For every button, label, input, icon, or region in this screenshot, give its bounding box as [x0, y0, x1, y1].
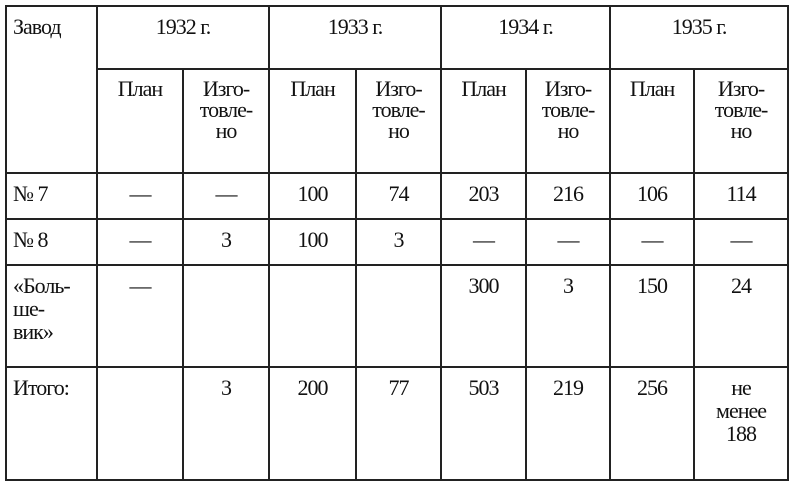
header-manufactured: Изго-товле-но [693, 68, 790, 174]
table-cell: 219 [525, 366, 612, 481]
table-cell: 3 [525, 264, 612, 368]
table-cell: — [96, 218, 184, 266]
table-cell: — [693, 218, 790, 266]
table-cell: 503 [440, 366, 528, 481]
header-year: 1932 г. [95, 5, 271, 70]
header-plan: План [96, 68, 184, 174]
header-plan: План [609, 68, 696, 174]
table-cell [355, 264, 443, 368]
table-row: «Боль-ше-вик» — 300 3 150 24 [5, 264, 790, 368]
table-cell: 114 [693, 172, 790, 220]
factory-name: № 8 [5, 218, 98, 266]
header-manufactured: Изго-товле-но [181, 68, 271, 174]
table-cell: 200 [268, 366, 358, 481]
table-row: № 7— —100 74 203 216 106 114 [5, 172, 790, 220]
table-cell: 300 [440, 264, 528, 368]
header-factory: Завод [5, 5, 98, 174]
header-manufactured: Изго-товле-но [525, 68, 612, 174]
table-cell: 74 [355, 172, 443, 220]
table-row: Итого: 3 200 77 503 219 256 не менее 188 [5, 366, 790, 481]
table-cell: — [181, 172, 271, 220]
table-cell: — [525, 218, 612, 266]
table-cell: — [609, 218, 696, 266]
table-cell [96, 366, 184, 481]
table-cell: 203 [440, 172, 528, 220]
header-year: 1933 г. [268, 5, 443, 70]
factory-name: «Боль-ше-вик» [5, 264, 98, 368]
table-cell: 77 [355, 366, 443, 481]
factory-name: Итого: [5, 366, 98, 481]
header-manufactured: Изго-товле-но [355, 68, 443, 174]
table-cell: 3 [181, 218, 271, 266]
factory-name: № 7 [5, 172, 98, 220]
header-row-sub: План Изго-товле-но План Изго-товле-но План Из… [6, 68, 790, 174]
table-cell: — [96, 172, 184, 220]
table-cell: не менее 188 [693, 366, 790, 481]
table-cell: 3 [355, 218, 443, 266]
table-cell: 100 [268, 218, 358, 266]
table-cell: 216 [525, 172, 612, 220]
header-plan: План [268, 68, 358, 174]
production-table: Завод 1932 г. 1933 г. 1934 г. 1935 г. Пл… [5, 5, 790, 481]
table-row: № 8—3 100 3— — — — [5, 218, 790, 266]
table-cell: 106 [609, 172, 696, 220]
table-cell: 100 [268, 172, 358, 220]
table-cell [268, 264, 358, 368]
table-cell: — [96, 264, 184, 368]
table-cell: 150 [609, 264, 696, 368]
table-cell: 256 [609, 366, 696, 481]
header-year: 1935 г. [609, 5, 790, 70]
header-plan: План [440, 68, 528, 174]
header-row-years: Завод 1932 г. 1933 г. 1934 г. 1935 г. [5, 5, 790, 174]
header-year: 1934 г. [440, 5, 612, 70]
table-cell: 3 [181, 366, 271, 481]
table-cell: 24 [693, 264, 790, 368]
table-cell: — [440, 218, 528, 266]
table-cell [181, 264, 271, 368]
